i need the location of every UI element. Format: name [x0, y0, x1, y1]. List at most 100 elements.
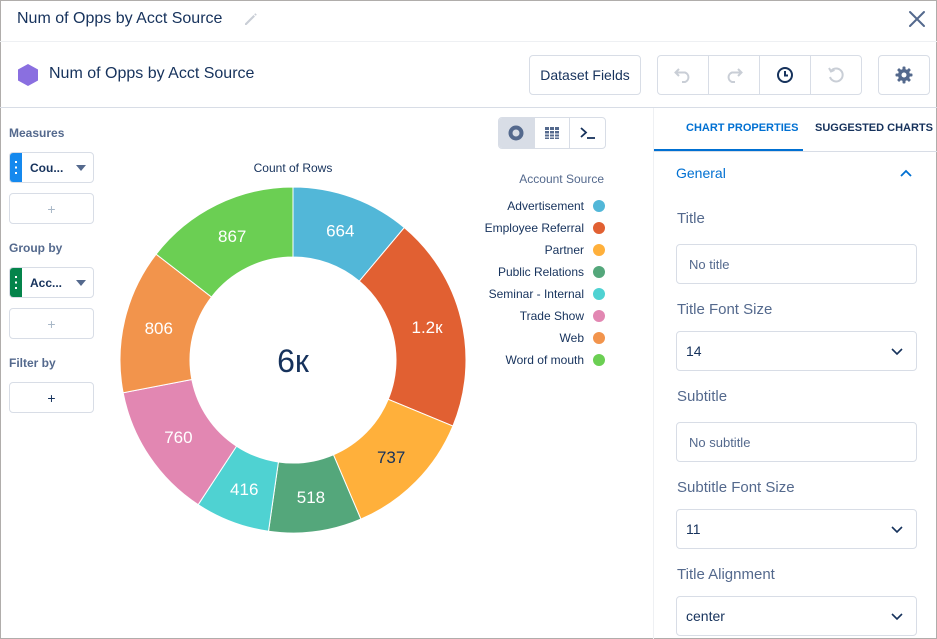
- clock-icon: [777, 67, 793, 83]
- measures-label: Measures: [9, 126, 65, 140]
- group-by-label: Group by: [9, 241, 63, 255]
- active-tab-indicator: [654, 149, 803, 151]
- lens-header: Num of Opps by Acct Source Dataset Field…: [0, 43, 937, 108]
- legend-item[interactable]: Seminar - Internal: [400, 283, 605, 305]
- slice-data-label: 416: [230, 480, 258, 499]
- donut-chart: 664 1.2к 737 518 416 760 806 867 6к: [119, 186, 467, 534]
- measure-pill-label: Cou...: [30, 161, 64, 175]
- legend-swatch: [593, 332, 605, 344]
- pencil-icon[interactable]: [243, 11, 259, 27]
- legend-swatch: [593, 266, 605, 278]
- legend-item-label: Advertisement: [507, 199, 584, 213]
- group-pill[interactable]: Acc...: [9, 267, 94, 298]
- slice-data-label: 760: [164, 428, 192, 447]
- slice-data-label: 1.2к: [412, 318, 444, 337]
- legend-title: Account Source: [519, 172, 604, 186]
- properties-panel: CHART PROPERTIES SUGGESTED CHARTS Genera…: [653, 108, 937, 639]
- dataset-fields-button[interactable]: Dataset Fields: [529, 55, 641, 95]
- window-title: Num of Opps by Acct Source: [17, 10, 223, 27]
- settings-button[interactable]: [878, 55, 930, 95]
- chevron-up-icon[interactable]: [899, 168, 913, 178]
- terminal-icon: [580, 127, 595, 139]
- legend-swatch: [593, 288, 605, 300]
- redo-button[interactable]: [709, 56, 760, 94]
- tab-chart-properties[interactable]: CHART PROPERTIES: [686, 122, 799, 134]
- donut-chart-icon: [508, 125, 524, 141]
- add-group-button[interactable]: +: [9, 308, 94, 339]
- add-measure-button[interactable]: +: [9, 193, 94, 224]
- donut-slice-word-of-mouth[interactable]: [155, 186, 294, 298]
- title-input[interactable]: No title: [676, 244, 917, 284]
- title-alignment-select[interactable]: center: [676, 596, 917, 636]
- title-font-size-value: 14: [686, 343, 702, 359]
- legend-item[interactable]: Trade Show: [400, 305, 605, 327]
- history-button-group: [657, 55, 862, 95]
- table-icon: [545, 127, 559, 139]
- chevron-down-icon: [891, 348, 903, 356]
- redo-icon: [727, 68, 743, 83]
- slice-data-label: 518: [297, 488, 325, 507]
- history-button[interactable]: [760, 56, 811, 94]
- chevron-down-icon: [891, 613, 903, 621]
- legend-item[interactable]: Partner: [400, 239, 605, 261]
- slice-data-label: 737: [377, 448, 405, 467]
- revert-icon: [828, 67, 844, 83]
- legend-item-label: Trade Show: [519, 309, 584, 323]
- legend-item[interactable]: Public Relations: [400, 261, 605, 283]
- hexagon-icon: [18, 64, 38, 86]
- slice-data-label: 664: [326, 221, 354, 240]
- legend-swatch: [593, 222, 605, 234]
- title-font-size-label: Title Font Size: [677, 301, 773, 318]
- donut-center-total: 6к: [277, 343, 310, 379]
- add-filter-button[interactable]: +: [9, 382, 94, 413]
- chevron-down-icon: [891, 526, 903, 534]
- chart-legend: Advertisement Employee Referral Partner Pub…: [400, 195, 605, 371]
- legend-item-label: Web: [559, 331, 584, 345]
- chevron-down-icon[interactable]: [76, 280, 86, 286]
- close-icon[interactable]: [907, 9, 927, 29]
- legend-item[interactable]: Word of mouth: [400, 349, 605, 371]
- filter-by-label: Filter by: [9, 356, 56, 370]
- legend-swatch: [593, 244, 605, 256]
- title-alignment-label: Title Alignment: [677, 566, 775, 583]
- revert-button[interactable]: [811, 56, 861, 94]
- group-pill-label: Acc...: [30, 276, 63, 290]
- legend-item-label: Public Relations: [497, 265, 584, 279]
- chart-mode-saql[interactable]: [570, 118, 605, 148]
- legend-item[interactable]: Advertisement: [400, 195, 605, 217]
- legend-item-label: Employee Referral: [484, 221, 584, 235]
- chart-title: Count of Rows: [253, 161, 333, 175]
- section-general[interactable]: General: [676, 165, 726, 181]
- lens-title: Num of Opps by Acct Source: [49, 65, 255, 82]
- legend-swatch: [593, 310, 605, 322]
- title-font-size-select[interactable]: 14: [676, 331, 917, 371]
- subtitle-input[interactable]: No subtitle: [676, 422, 917, 462]
- top-bar: Num of Opps by Acct Source: [0, 0, 937, 42]
- measure-pill[interactable]: Cou...: [9, 152, 94, 183]
- legend-item[interactable]: Employee Referral: [400, 217, 605, 239]
- title-label: Title: [677, 210, 705, 227]
- drag-handle-icon[interactable]: [15, 276, 17, 289]
- legend-item-label: Word of mouth: [505, 353, 584, 367]
- chart-mode-table[interactable]: [535, 118, 571, 148]
- chart-mode-toggle: [498, 117, 606, 149]
- drag-handle-icon[interactable]: [15, 161, 17, 174]
- chevron-down-icon[interactable]: [76, 165, 86, 171]
- title-alignment-value: center: [686, 608, 725, 624]
- gear-icon: [895, 66, 913, 84]
- legend-swatch: [593, 200, 605, 212]
- slice-data-label: 806: [145, 319, 173, 338]
- chart-mode-donut[interactable]: [499, 118, 535, 148]
- subtitle-font-size-select[interactable]: 11: [676, 509, 917, 549]
- tab-suggested-charts[interactable]: SUGGESTED CHARTS: [815, 122, 933, 134]
- subtitle-font-size-value: 11: [686, 521, 701, 537]
- legend-swatch: [593, 354, 605, 366]
- subtitle-label: Subtitle: [677, 388, 728, 405]
- legend-item-label: Seminar - Internal: [488, 287, 584, 301]
- tab-divider: [654, 151, 937, 152]
- legend-item[interactable]: Web: [400, 327, 605, 349]
- legend-item-label: Partner: [544, 243, 584, 257]
- undo-icon: [674, 68, 690, 83]
- undo-button[interactable]: [658, 56, 709, 94]
- subtitle-font-size-label: Subtitle Font Size: [677, 479, 795, 496]
